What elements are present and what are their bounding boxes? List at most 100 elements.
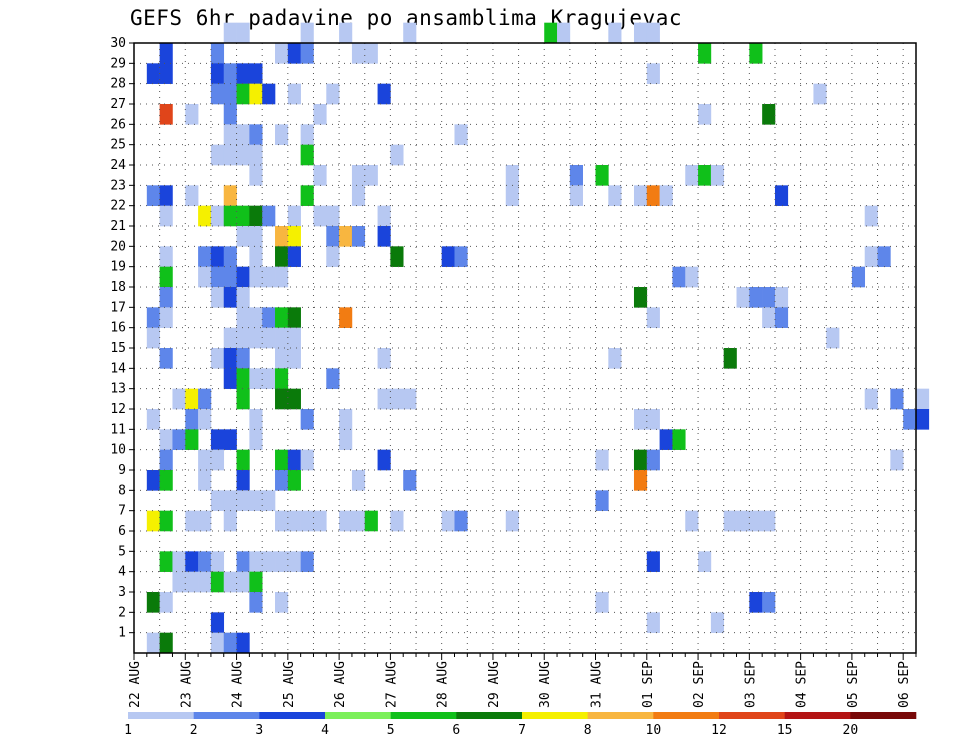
heatmap-cell: [210, 83, 225, 105]
heatmap-cell: [236, 124, 250, 145]
legend-swatch: [522, 712, 588, 719]
heatmap-cell: [403, 388, 417, 410]
legend-swatch: [719, 712, 785, 719]
heatmap-cell: [903, 409, 917, 430]
x-tick-label: 01 SEP: [641, 661, 656, 708]
legend-label: 15: [777, 723, 793, 738]
heatmap-cell: [646, 22, 660, 44]
y-tick-label: 5: [118, 544, 126, 559]
heatmap-cell: [262, 551, 276, 572]
heatmap-cell: [159, 246, 173, 267]
heatmap-cell: [364, 165, 378, 186]
heatmap-cell: [223, 510, 237, 532]
heatmap-cell: [287, 449, 301, 471]
heatmap-cell: [172, 429, 186, 450]
heatmap-cell: [364, 510, 378, 532]
x-tick-label: 25 AUG: [282, 661, 297, 708]
heatmap-cell: [249, 409, 263, 430]
heatmap-cell: [762, 287, 776, 308]
grid-layer: [134, 43, 916, 653]
heatmap-cell: [351, 470, 366, 491]
x-tick-label: 27 AUG: [384, 661, 399, 708]
heatmap-cell: [236, 368, 250, 389]
heatmap-cell: [146, 185, 160, 206]
heatmap-cell: [185, 510, 199, 532]
heatmap-cell: [223, 205, 237, 227]
heatmap-cell: [198, 551, 212, 572]
heatmap-cell: [223, 22, 237, 44]
heatmap-cell: [685, 510, 699, 532]
heatmap-cell: [223, 348, 237, 369]
heatmap-cell: [916, 409, 930, 430]
heatmap-cell: [236, 287, 250, 308]
heatmap-cell: [275, 551, 289, 572]
heatmap-cell: [146, 409, 160, 430]
heatmap-cell: [351, 510, 366, 532]
heatmap-cell: [300, 510, 314, 532]
heatmap-cell: [249, 226, 263, 247]
heatmap-cell: [236, 388, 250, 410]
heatmap-cell: [723, 348, 737, 369]
x-axis: 22 AUG 23 AUG 24 AUG 25 AUG 26 AUG 27 AUG 28 A…: [128, 653, 917, 708]
y-tick-label: 15: [110, 341, 126, 356]
heatmap-cell: [300, 124, 314, 145]
heatmap-cell: [633, 449, 648, 471]
heatmap-cell: [249, 327, 263, 349]
legend-swatch: [193, 712, 260, 719]
heatmap-cell: [390, 388, 404, 410]
heatmap-cell: [249, 205, 263, 227]
heatmap-cell: [210, 551, 225, 572]
heatmap-cell: [698, 104, 712, 125]
heatmap-cell: [198, 205, 212, 227]
x-tick-label: 26 AUG: [333, 661, 348, 708]
heatmap-cell: [313, 510, 327, 532]
heatmap-cell: [236, 226, 250, 247]
heatmap-cell: [236, 571, 250, 593]
heatmap-cell: [505, 510, 519, 532]
y-tick-label: 14: [110, 361, 126, 376]
heatmap-cell: [249, 83, 263, 105]
heatmap-cell: [736, 510, 750, 532]
heatmap-cell: [326, 246, 340, 267]
heatmap-cell: [146, 63, 160, 84]
heatmap-cell: [646, 449, 660, 471]
heatmap-cell: [249, 592, 263, 613]
x-tick-label: 04 SEP: [795, 661, 810, 708]
heatmap-cell: [633, 409, 648, 430]
heatmap-cell: [287, 327, 301, 349]
heatmap-cell: [210, 246, 225, 267]
heatmap-cell: [210, 287, 225, 308]
heatmap-cell: [198, 449, 212, 471]
x-tick-label: 22 AUG: [128, 661, 143, 708]
x-tick-label: 06 SEP: [897, 661, 912, 708]
heatmap-cell: [595, 449, 609, 471]
heatmap-cell: [762, 592, 776, 613]
heatmap-cell: [185, 185, 199, 206]
heatmap-cell: [223, 327, 237, 349]
legend-swatch: [784, 712, 851, 719]
heatmap-cell: [749, 287, 763, 308]
heatmap-cell: [595, 592, 609, 613]
heatmap-cell: [159, 205, 173, 227]
heatmap-cell: [864, 388, 878, 410]
heatmap-cell: [198, 571, 212, 593]
heatmap-cell: [262, 327, 276, 349]
heatmap-cell: [198, 510, 212, 532]
legend-label: 12: [711, 723, 727, 738]
heatmap-cell: [633, 185, 648, 206]
heatmap-cell: [300, 449, 314, 471]
heatmap-cell: [275, 327, 289, 349]
heatmap-cell: [287, 470, 301, 491]
heatmap-cell: [646, 63, 660, 84]
heatmap-cell: [236, 327, 250, 349]
heatmap-cell: [172, 388, 186, 410]
heatmap-cell: [851, 266, 866, 288]
heatmap-cell: [351, 43, 366, 64]
heatmap-cell: [198, 246, 212, 267]
heatmap-cell: [249, 368, 263, 389]
legend-swatch: [259, 712, 326, 719]
heatmap-cell: [557, 22, 571, 44]
heatmap-cell: [762, 307, 776, 328]
heatmap-cell: [236, 22, 250, 44]
heatmap-cell: [210, 144, 225, 166]
